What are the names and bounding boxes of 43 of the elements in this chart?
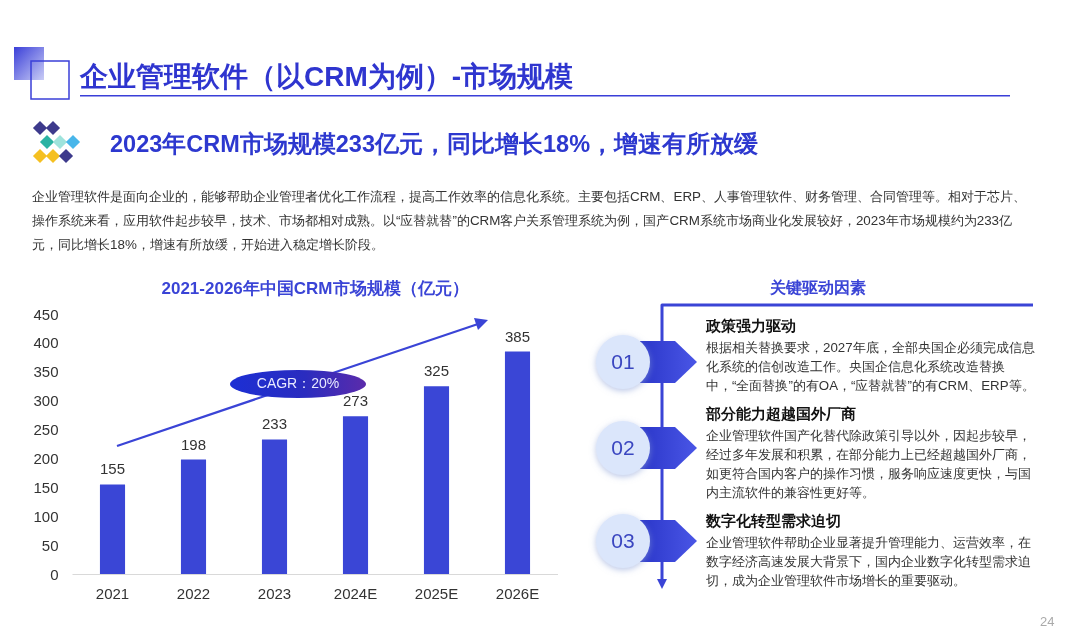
y-tick-label: 300	[33, 392, 59, 410]
text: 部分能力超越国外厂商	[706, 405, 856, 424]
y-tick-label: 450	[33, 305, 59, 323]
data-label: 198	[180, 435, 207, 453]
y-tick-label: 350	[33, 363, 59, 381]
text: 关键驱动因素	[769, 278, 867, 298]
bar	[504, 351, 531, 574]
y-tick-label: 150	[33, 478, 59, 496]
x-tick-label: 2025E	[414, 584, 459, 602]
data-label: 233	[261, 415, 288, 433]
text: 2023年CRM市场规模233亿元，同比增长18%，增速有所放缓	[110, 130, 759, 159]
text: 数字化转型需求迫切	[706, 512, 841, 531]
text: 企业管理软件是面向企业的，能够帮助企业管理者优化工作流程，提高工作效率的信息化系统。主要包括CRM、ERP、人事管理软件、财务管理、合同管理等。相对于芯片、操作系统来看，应用软件起步较早，技术、市场都相对成熟。以“应替就替”的CRM客户关系管理系统为例，国产CRM系统市场商业化发展较好，2023年市场规模约为233亿元，同比增长18%，增速有所放缓，开始进入稳定增长阶段。	[32, 188, 1028, 254]
y-tick-label: 200	[33, 449, 59, 467]
bar	[180, 459, 207, 574]
x-tick-label: 2024E	[333, 584, 378, 602]
text: 企业管理软件（以CRM为例）-市场规模	[80, 60, 574, 94]
bar	[99, 484, 126, 574]
text: 03	[610, 528, 636, 554]
data-label: 385	[504, 327, 531, 345]
annotation: CAGR：20%	[256, 375, 340, 393]
text: 根据相关替换要求，2027年底，全部央国企必须完成信息化系统的信创改造工作。央国企信息化系统改造替换中，“全面替换”的有OA，“应替就替”的有CRM、ERP等。	[706, 339, 1036, 395]
y-tick-label: 50	[41, 536, 59, 554]
chart-title: 2021-2026年中国CRM市场规模（亿元）	[161, 279, 469, 298]
y-tick-label: 250	[33, 421, 59, 439]
x-tick-label: 2022	[176, 584, 211, 602]
data-label: 155	[99, 460, 126, 478]
x-tick-label: 2023	[257, 584, 292, 602]
text: 企业管理软件帮助企业显著提升管理能力、运营效率，在数字经济高速发展大背景下，国内企业数字化转型需求迫切，成为企业管理软件市场增长的重要驱动。	[706, 534, 1032, 590]
text: 24	[1040, 614, 1055, 629]
y-tick-label: 100	[33, 507, 59, 525]
bar	[342, 416, 369, 574]
x-tick-label: 2026E	[495, 584, 540, 602]
text: 企业管理软件国产化替代除政策引导以外，因起步较早，经过多年发展和积累，在部分能力上已经超越国外厂商，如更符合国内客户的操作习惯，服务响应速度更快，与国内主流软件的兼容性更好等。	[706, 427, 1032, 502]
text: 01	[610, 349, 636, 375]
text: 02	[610, 435, 636, 461]
bar	[423, 386, 450, 574]
y-tick-label: 400	[33, 334, 59, 352]
text: 政策强力驱动	[706, 317, 796, 336]
y-tick-label: 0	[50, 565, 59, 583]
x-tick-label: 2021	[95, 584, 130, 602]
bar	[261, 439, 288, 574]
data-label: 325	[423, 362, 450, 380]
